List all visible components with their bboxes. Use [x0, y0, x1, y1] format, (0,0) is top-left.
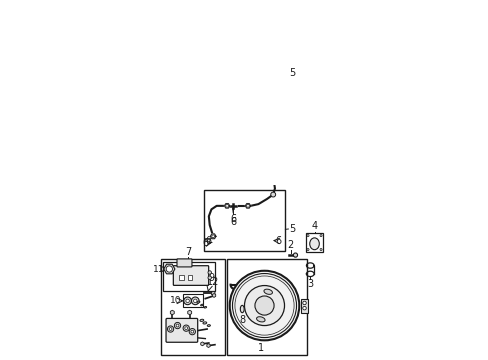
Circle shape — [184, 327, 187, 329]
Bar — [179, 275, 183, 280]
Ellipse shape — [197, 301, 200, 303]
Circle shape — [225, 204, 228, 207]
FancyBboxPatch shape — [166, 319, 197, 342]
Circle shape — [207, 271, 211, 274]
Text: 6: 6 — [230, 217, 236, 227]
Circle shape — [229, 271, 299, 340]
Text: 3: 3 — [306, 279, 313, 289]
Text: 6: 6 — [275, 236, 282, 246]
Text: 6: 6 — [204, 236, 211, 246]
Circle shape — [190, 330, 193, 333]
Bar — [161, 260, 225, 355]
Ellipse shape — [309, 238, 319, 250]
Bar — [204, 190, 284, 251]
Circle shape — [254, 296, 273, 315]
Ellipse shape — [256, 317, 264, 322]
Circle shape — [319, 248, 322, 251]
FancyBboxPatch shape — [177, 259, 192, 267]
Circle shape — [207, 276, 211, 279]
Ellipse shape — [240, 305, 244, 313]
Ellipse shape — [203, 306, 206, 308]
Circle shape — [169, 328, 172, 330]
Text: 8: 8 — [239, 315, 245, 325]
Circle shape — [306, 248, 308, 251]
Ellipse shape — [203, 322, 206, 324]
Circle shape — [319, 235, 322, 237]
Bar — [163, 262, 215, 291]
Circle shape — [183, 325, 189, 331]
Text: 9: 9 — [208, 273, 215, 283]
Circle shape — [166, 266, 172, 272]
FancyBboxPatch shape — [173, 266, 208, 285]
Ellipse shape — [264, 289, 272, 294]
Text: 6: 6 — [230, 214, 236, 224]
Ellipse shape — [200, 319, 203, 321]
Text: 11: 11 — [153, 265, 164, 274]
Circle shape — [302, 301, 305, 305]
Circle shape — [185, 299, 189, 303]
Circle shape — [246, 204, 249, 207]
Polygon shape — [224, 204, 229, 208]
Circle shape — [193, 299, 197, 303]
Text: 10: 10 — [169, 296, 181, 305]
Circle shape — [306, 235, 308, 237]
Circle shape — [302, 306, 305, 310]
Circle shape — [189, 329, 195, 335]
Text: 12: 12 — [207, 277, 219, 287]
Ellipse shape — [200, 304, 203, 306]
Bar — [187, 275, 192, 280]
Circle shape — [174, 323, 180, 329]
Bar — [305, 233, 322, 252]
Circle shape — [293, 253, 297, 257]
Text: 2: 2 — [287, 240, 293, 250]
Polygon shape — [267, 177, 272, 181]
Circle shape — [211, 235, 214, 238]
Polygon shape — [210, 234, 216, 239]
Text: 6: 6 — [203, 238, 208, 248]
Text: 4: 4 — [311, 221, 317, 231]
Circle shape — [244, 285, 284, 325]
Bar — [301, 298, 307, 312]
Text: 5: 5 — [288, 68, 295, 78]
Bar — [183, 294, 203, 307]
Circle shape — [167, 326, 173, 332]
Circle shape — [191, 297, 199, 305]
Polygon shape — [245, 204, 250, 208]
Text: 7: 7 — [184, 247, 191, 257]
Circle shape — [176, 324, 179, 327]
Text: 5: 5 — [288, 224, 295, 234]
Text: 1: 1 — [258, 342, 264, 352]
Ellipse shape — [207, 325, 210, 327]
Circle shape — [183, 297, 191, 305]
Circle shape — [270, 192, 275, 197]
Bar — [226, 260, 306, 355]
